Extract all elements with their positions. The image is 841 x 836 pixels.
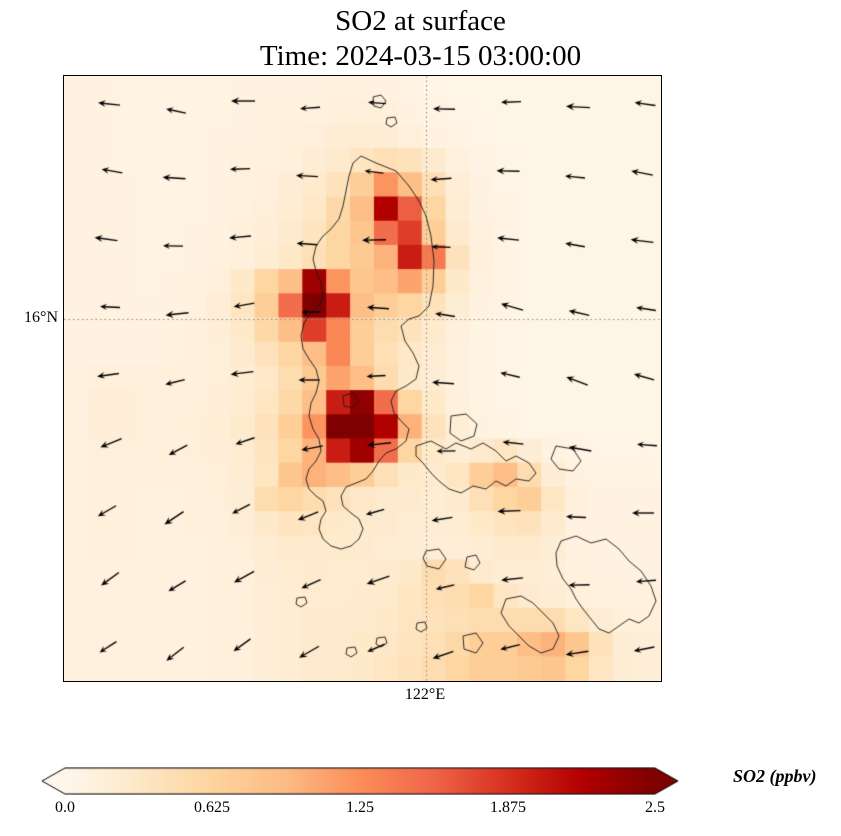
colorbar-tick-label: 0.625 <box>194 799 230 816</box>
plot-title: SO2 at surface <box>335 5 506 37</box>
colorbar-tick-label: 2.5 <box>645 799 665 816</box>
colorbar-tick-label: 1.875 <box>490 799 526 816</box>
colorbar-ticks: 0.0 0.625 1.25 1.875 2.5 <box>40 799 680 819</box>
colorbar <box>40 767 680 795</box>
colorbar-tick-label: 1.25 <box>346 799 374 816</box>
map-plot <box>63 75 662 682</box>
y-axis-tick-label: 16°N <box>24 309 58 326</box>
x-axis-tick-label: 122°E <box>404 686 446 703</box>
title-block: SO2 at surface Time: 2024-03-15 03:00:00 <box>0 4 841 74</box>
map-canvas <box>64 76 661 681</box>
colorbar-tick-label: 0.0 <box>55 799 75 816</box>
colorbar-label: SO2 (ppbv) <box>733 766 817 786</box>
colorbar-canvas <box>40 767 680 795</box>
plot-subtitle: Time: 2024-03-15 03:00:00 <box>259 40 582 72</box>
